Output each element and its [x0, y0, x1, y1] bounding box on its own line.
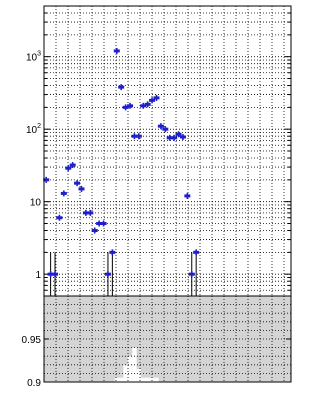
- bar-gap: [127, 356, 133, 382]
- top-panel-grid: [44, 5, 291, 297]
- y-tick-label: 103: [26, 51, 41, 64]
- bar-gap: [141, 377, 146, 382]
- y-tick-label: 0.95: [22, 335, 42, 346]
- y-tick-label-base: 10: [30, 198, 42, 209]
- top-panel-data: [43, 47, 200, 296]
- bar-gap: [118, 377, 124, 382]
- y-tick-label: 1: [35, 270, 41, 281]
- axes-frames: [43, 5, 292, 383]
- y-tick-label-exponent: 3: [37, 51, 41, 58]
- y-tick-label-base: 10: [26, 125, 38, 136]
- y-tick-label-exponent: 2: [37, 123, 41, 130]
- bar-gap: [145, 377, 150, 382]
- bottom-axes-frame: [43, 295, 292, 383]
- bar-gap: [136, 369, 142, 382]
- y-tick-label-base: 10: [26, 53, 38, 64]
- bar-gap: [149, 377, 155, 382]
- bottom-panel-tick-labels: 0.9 0.95: [22, 335, 42, 389]
- bar-gap: [114, 377, 119, 382]
- y-tick-label-base: 1: [35, 270, 41, 281]
- y-tick-label: 10: [30, 198, 42, 209]
- y-tick-label: 0.9: [27, 378, 41, 389]
- y-tick-label: 102: [26, 123, 41, 136]
- bar-gap: [154, 377, 159, 382]
